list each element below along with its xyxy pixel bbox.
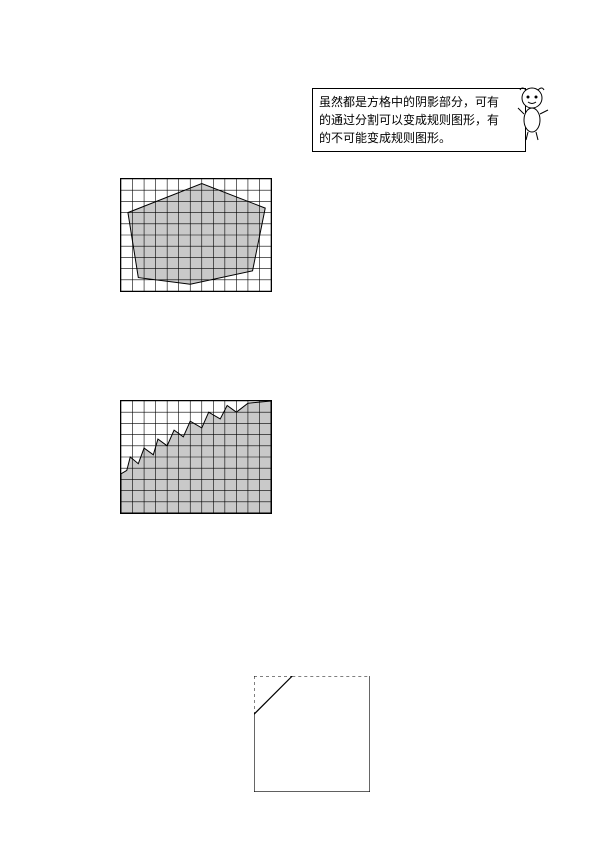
grid-chart-2 xyxy=(120,400,272,514)
callout-line-1: 虽然都是方格中的阴影部分，可有 xyxy=(319,95,499,109)
callout-line-2: 的通过分割可以变成规则图形，有 xyxy=(319,113,499,127)
square-chart-3 xyxy=(254,676,370,797)
callout-line-3: 的不可能变成规则图形。 xyxy=(319,131,451,145)
grid-chart-1 xyxy=(120,178,272,292)
hint-callout-box: 虽然都是方格中的阴影部分，可有 的通过分割可以变成规则图形，有 的不可能变成规则… xyxy=(312,88,526,152)
mascot-icon xyxy=(516,86,554,147)
